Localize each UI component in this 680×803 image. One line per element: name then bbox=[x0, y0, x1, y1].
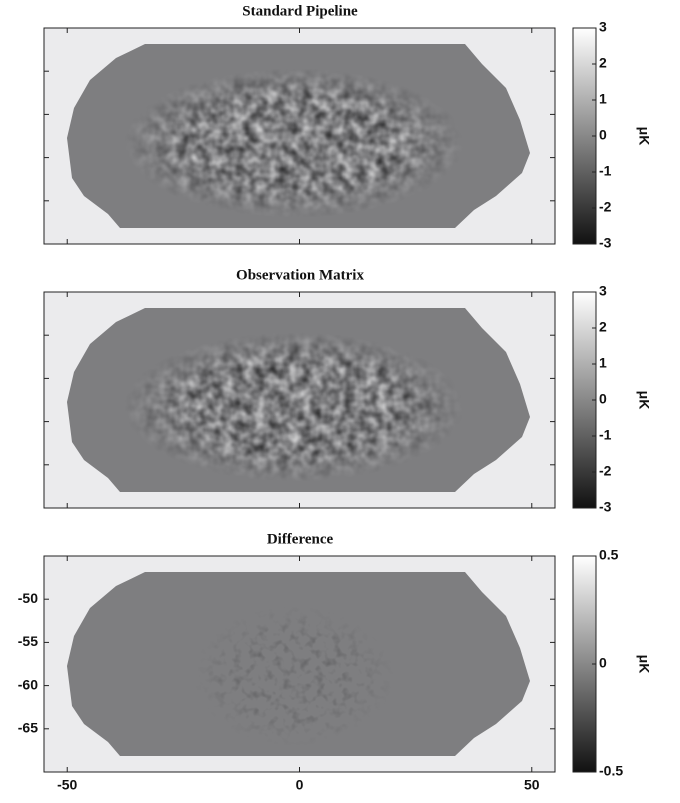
y-tick-label: -65 bbox=[18, 720, 38, 736]
colorbar-tick-label: 2 bbox=[599, 319, 607, 335]
colorbar-tick-label: -2 bbox=[599, 463, 612, 479]
panel-title: Observation Matrix bbox=[236, 267, 364, 283]
colorbar-label: μK bbox=[636, 391, 652, 410]
bright-fluctuations bbox=[124, 332, 464, 482]
colorbar-tick-label: 0 bbox=[599, 127, 607, 143]
colorbar-tick-label: 0.5 bbox=[599, 547, 619, 563]
y-tick-label: -50 bbox=[18, 590, 38, 606]
colorbar-tick-label: -2 bbox=[599, 199, 612, 215]
colorbar-tick-label: -3 bbox=[599, 235, 612, 251]
map-texture bbox=[124, 68, 464, 218]
colorbar-tick-label: 0 bbox=[599, 391, 607, 407]
map-fluctuations bbox=[124, 332, 464, 482]
colorbar-tick-label: -3 bbox=[599, 499, 612, 515]
colorbar-tick-label: -1 bbox=[599, 427, 612, 443]
x-tick-label: 0 bbox=[296, 777, 304, 793]
panel-title: Difference bbox=[267, 531, 334, 547]
y-tick-label: -55 bbox=[18, 633, 38, 649]
colorbar-tick-label: 0 bbox=[599, 655, 607, 671]
colorbar-tick-label: 1 bbox=[599, 91, 607, 107]
residual-noise bbox=[194, 606, 394, 746]
map-fluctuations bbox=[124, 68, 464, 218]
colorbar-tick-label: 3 bbox=[599, 19, 607, 35]
x-tick-label: 50 bbox=[524, 777, 540, 793]
colorbar-label: μK bbox=[636, 127, 652, 146]
colorbar-tick-label: -1 bbox=[599, 163, 612, 179]
map-texture bbox=[194, 606, 394, 746]
colorbar-tick-label: 2 bbox=[599, 55, 607, 71]
colorbar-tick-label: 1 bbox=[599, 355, 607, 371]
colorbar-tick-label: -0.5 bbox=[599, 763, 623, 779]
map-texture bbox=[124, 332, 464, 482]
bright-fluctuations bbox=[124, 68, 464, 218]
panel-title: Standard Pipeline bbox=[242, 3, 358, 19]
x-tick-label: -50 bbox=[57, 777, 77, 793]
colorbar-label: μK bbox=[636, 655, 652, 674]
colorbar-tick-label: 3 bbox=[599, 283, 607, 299]
y-tick-label: -60 bbox=[18, 676, 38, 692]
